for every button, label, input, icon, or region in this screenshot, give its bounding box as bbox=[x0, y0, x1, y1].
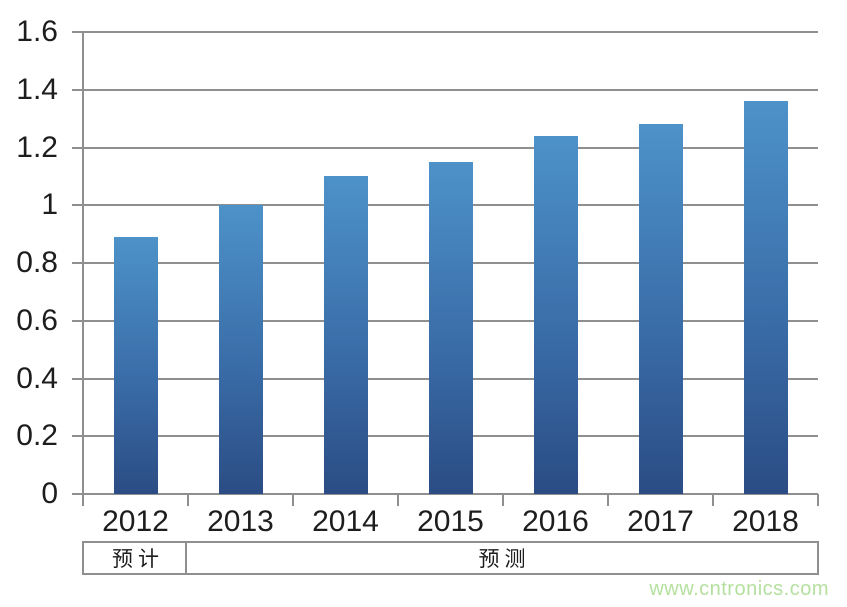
bar-2013 bbox=[218, 205, 263, 494]
gridline-1.4 bbox=[72, 88, 818, 91]
y-axis-label-0.8: 0.8 bbox=[16, 246, 58, 279]
bar-2015 bbox=[428, 161, 473, 494]
gridline-0 bbox=[72, 493, 818, 495]
gridline-1.6 bbox=[72, 31, 818, 33]
x-axis-tick bbox=[397, 494, 399, 506]
x-axis-label-2012: 2012 bbox=[102, 505, 169, 538]
x-axis-label-2015: 2015 bbox=[417, 505, 484, 538]
x-axis-tick bbox=[187, 494, 189, 506]
x-axis-label-2018: 2018 bbox=[732, 505, 799, 538]
annotation-label-1: 预测 bbox=[478, 548, 531, 571]
annotation-box-1: 预测 bbox=[185, 541, 819, 575]
x-axis-tick bbox=[607, 494, 609, 506]
bar-2016 bbox=[533, 135, 578, 494]
x-axis-label-2014: 2014 bbox=[312, 505, 379, 538]
y-axis-label-0.6: 0.6 bbox=[16, 303, 58, 337]
x-axis-tick bbox=[292, 494, 294, 506]
x-axis-tick bbox=[817, 494, 819, 506]
y-axis-label-0.2: 0.2 bbox=[16, 419, 58, 453]
x-axis-label-2013: 2013 bbox=[207, 505, 274, 538]
bar-2017 bbox=[638, 124, 683, 494]
y-axis-label-1.6: 1.6 bbox=[16, 15, 58, 48]
annotation-box-0: 预计 bbox=[82, 541, 189, 575]
x-axis-label-2016: 2016 bbox=[522, 505, 589, 538]
bar-2014 bbox=[323, 176, 368, 494]
y-axis-label-0.4: 0.4 bbox=[16, 361, 58, 395]
y-axis-label-0: 0 bbox=[41, 477, 58, 510]
y-axis-label-1.4: 1.4 bbox=[16, 72, 58, 106]
bar-2018 bbox=[743, 101, 788, 494]
x-axis-tick bbox=[502, 494, 504, 506]
gridline-1.2 bbox=[72, 146, 818, 149]
y-axis-line bbox=[82, 32, 84, 494]
y-axis-label-1.2: 1.2 bbox=[16, 130, 58, 164]
y-axis-label-1: 1 bbox=[41, 188, 58, 222]
x-axis-tick bbox=[82, 494, 84, 506]
x-axis-label-2017: 2017 bbox=[627, 505, 694, 538]
watermark-text: www.cntronics.com bbox=[649, 578, 829, 600]
bar-2012 bbox=[113, 237, 158, 494]
annotation-label-0: 预计 bbox=[112, 548, 164, 571]
x-axis-tick bbox=[712, 494, 714, 506]
